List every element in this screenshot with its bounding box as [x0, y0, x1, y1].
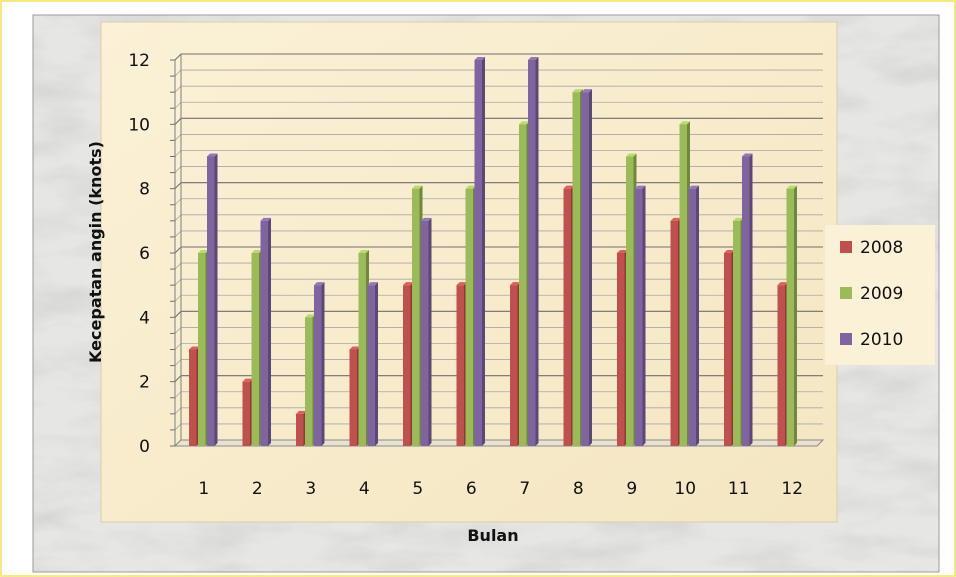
x-tick-label: 4	[359, 479, 370, 499]
x-tick-label: 2	[252, 479, 263, 499]
x-tick-label: 11	[728, 479, 750, 499]
x-axis-title: Bulan	[467, 526, 518, 545]
bar	[688, 185, 699, 446]
y-tick-label: 2	[139, 373, 150, 393]
bar	[670, 217, 681, 446]
legend: 2008 2009 2010	[840, 238, 903, 350]
y-tick-label: 0	[139, 437, 150, 457]
bar	[367, 282, 378, 446]
x-tick-label: 7	[519, 479, 530, 499]
legend-label: 2008	[860, 238, 903, 258]
bar	[626, 153, 637, 446]
bar	[519, 121, 530, 446]
bar	[777, 282, 788, 446]
bar	[679, 121, 690, 446]
legend-swatch	[840, 333, 852, 345]
x-tick-label: 9	[626, 479, 637, 499]
bar	[207, 153, 218, 446]
bar	[305, 314, 316, 446]
bar	[251, 250, 262, 446]
x-tick-label: 3	[305, 479, 316, 499]
y-axis-title: Kecepatan angin (knots)	[86, 141, 105, 363]
legend-swatch	[840, 241, 852, 253]
bar	[403, 282, 414, 446]
bar	[412, 185, 423, 446]
bar	[572, 89, 583, 447]
y-tick-label: 4	[139, 308, 150, 328]
axes	[170, 54, 825, 447]
bar	[189, 346, 200, 446]
bar	[581, 89, 592, 447]
bar	[260, 217, 271, 446]
y-tick-label: 12	[128, 51, 150, 71]
x-tick-label: 1	[198, 479, 209, 499]
bar	[358, 250, 369, 446]
legend-label: 2009	[860, 284, 903, 304]
bar	[563, 185, 574, 446]
x-tick-label: 10	[674, 479, 696, 499]
bar	[296, 410, 307, 446]
x-tick-label: 8	[573, 479, 584, 499]
bar	[742, 153, 753, 446]
bar	[314, 282, 325, 446]
bar	[786, 185, 797, 446]
x-tick-labels: 1 2 3 4 5 6 7 8 9 10 11 12	[198, 479, 803, 499]
bar	[474, 57, 485, 446]
legend-swatch	[840, 287, 852, 299]
bar	[733, 217, 744, 446]
y-tick-labels: 0 2 4 6 8 10 12	[128, 51, 150, 457]
y-tick-label: 10	[128, 115, 150, 135]
y-tick-label: 6	[139, 244, 150, 264]
bar	[724, 250, 735, 446]
bar	[528, 57, 539, 446]
bar	[421, 217, 432, 446]
x-tick-label: 12	[781, 479, 803, 499]
bar	[456, 282, 467, 446]
bar	[198, 250, 209, 446]
bar	[510, 282, 521, 446]
bar	[465, 185, 476, 446]
bar	[349, 346, 360, 446]
y-tick-label: 8	[139, 180, 150, 200]
bar	[635, 185, 646, 446]
bar	[617, 250, 628, 446]
x-tick-label: 5	[412, 479, 423, 499]
bars	[189, 57, 797, 447]
x-tick-label: 6	[466, 479, 477, 499]
legend-label: 2010	[860, 330, 903, 350]
bar	[242, 378, 253, 446]
